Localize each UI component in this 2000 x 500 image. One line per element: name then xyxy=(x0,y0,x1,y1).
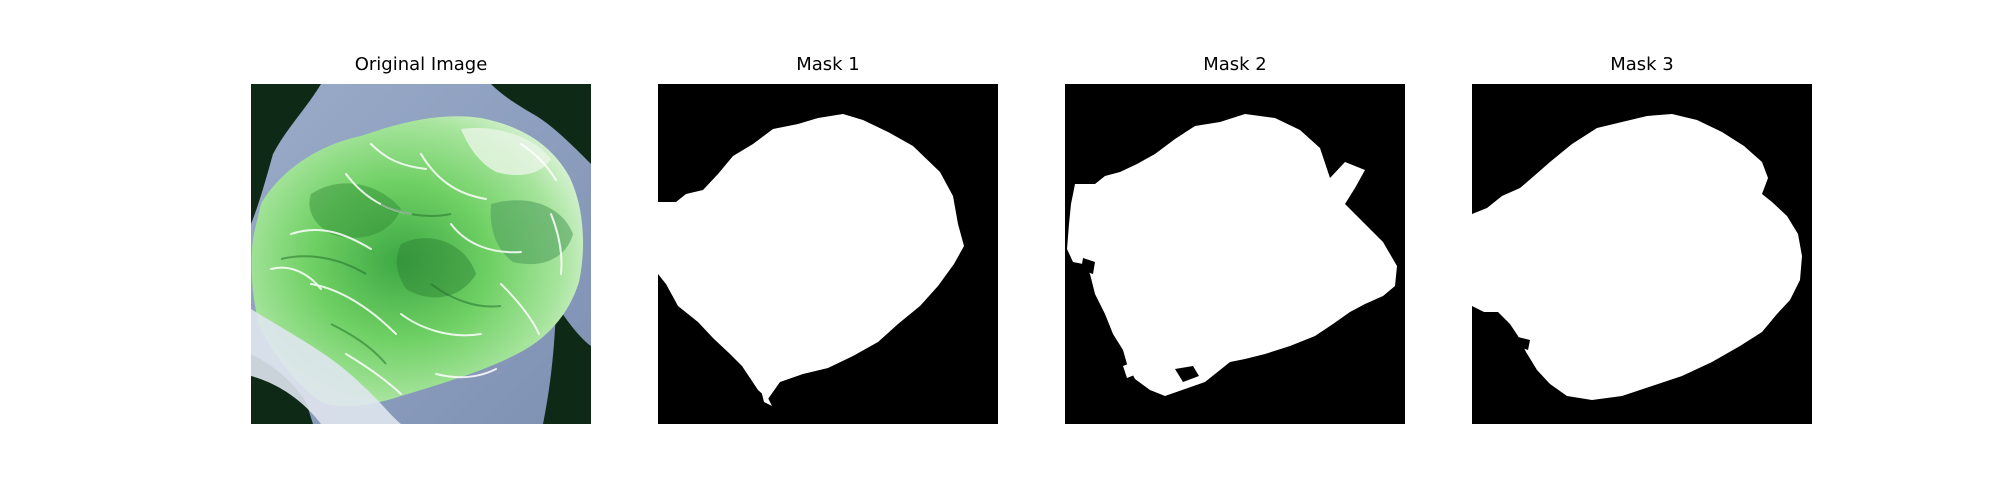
mask-2-image xyxy=(1065,84,1405,424)
panel-title: Mask 2 xyxy=(1065,52,1405,78)
panel-title: Mask 3 xyxy=(1472,52,1812,78)
original-image-panel: Original Image xyxy=(251,52,591,78)
mask-3-shape xyxy=(1472,84,1812,424)
mask-3-panel: Mask 3 xyxy=(1472,52,1812,78)
mask-1-panel: Mask 1 xyxy=(658,52,998,78)
mask-1-image xyxy=(658,84,998,424)
mask-2-panel: Mask 2 xyxy=(1065,52,1405,78)
mask-1-shape xyxy=(658,84,998,424)
mask-3-image xyxy=(1472,84,1812,424)
panel-title: Mask 1 xyxy=(658,52,998,78)
panel-title: Original Image xyxy=(251,52,591,78)
mask-2-shape xyxy=(1065,84,1405,424)
island-satellite-image xyxy=(251,84,591,424)
original-image xyxy=(251,84,591,424)
